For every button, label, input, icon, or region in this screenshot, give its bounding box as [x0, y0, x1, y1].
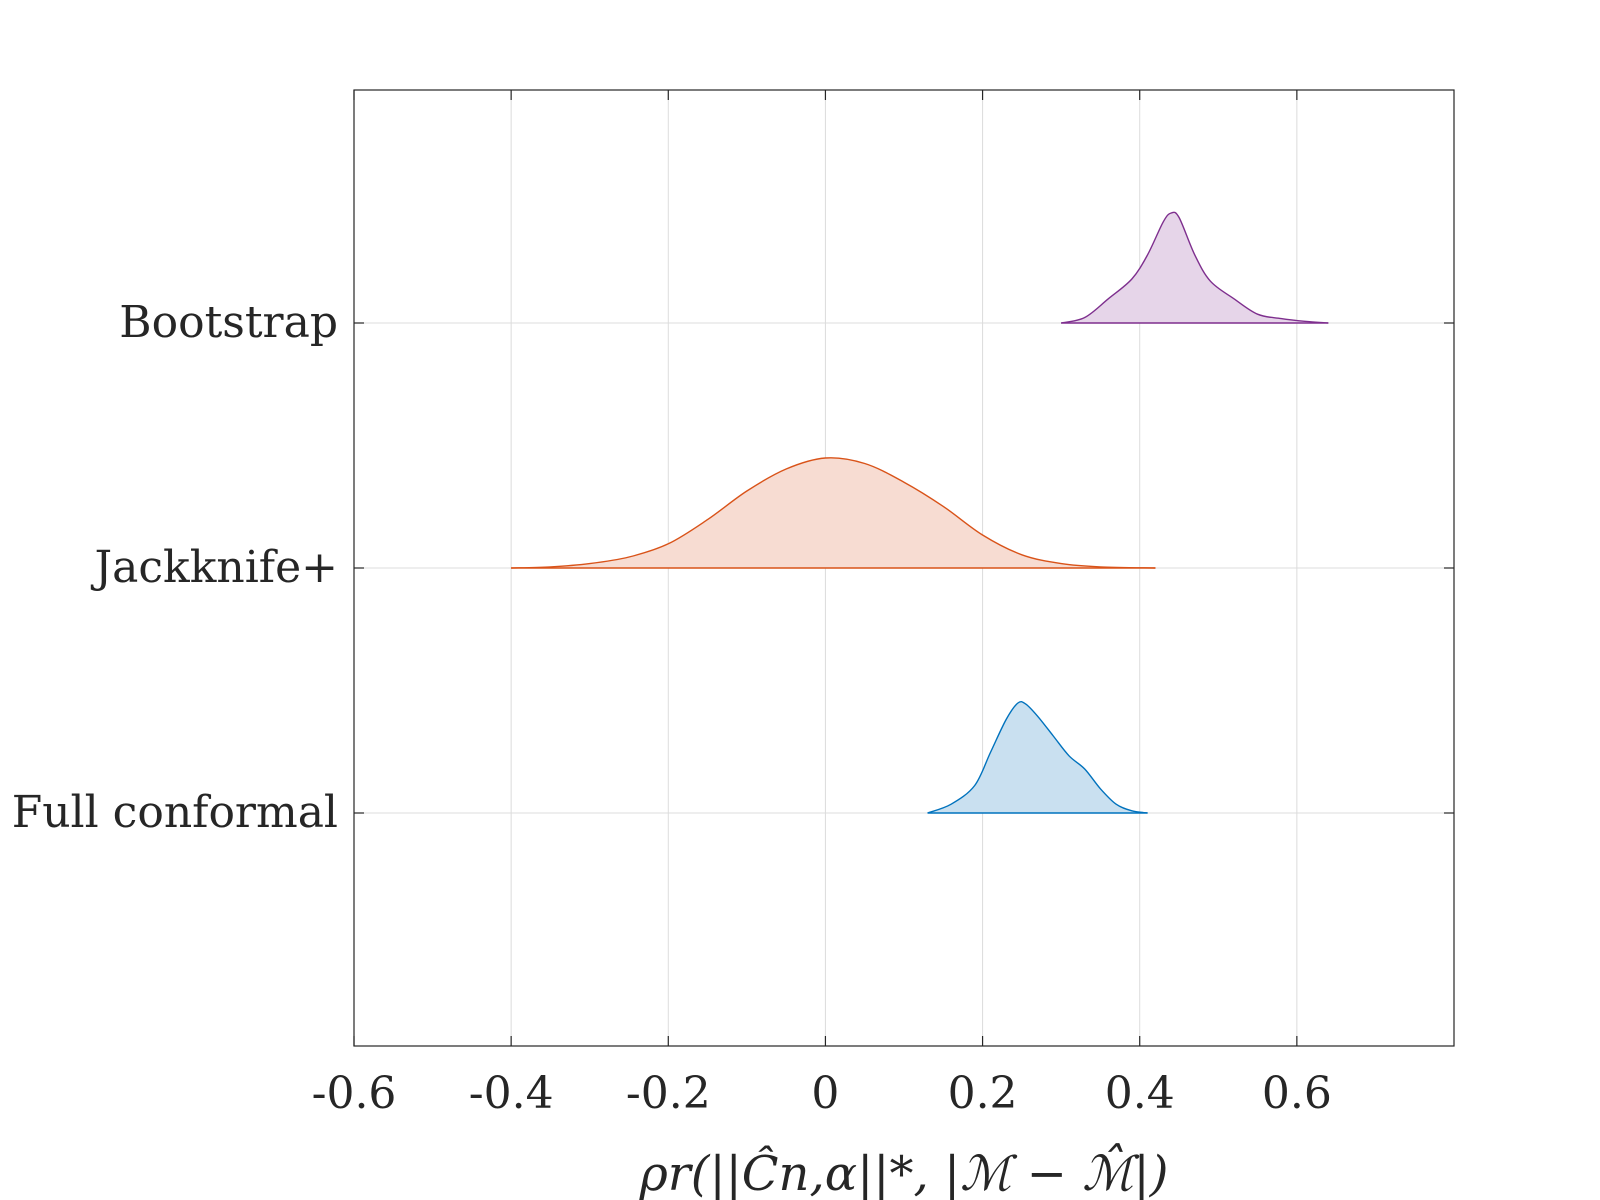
x-tick-label: 0.4: [1105, 1068, 1175, 1119]
density-areas: [511, 211, 1329, 814]
x-tick-label: -0.6: [312, 1068, 397, 1119]
density-area-full-conformal: [927, 701, 1148, 813]
x-tick-label: 0.2: [948, 1068, 1018, 1119]
x-axis-label: ρr(||Ĉn,α||*, |ℳ − ℳ̂|): [639, 1142, 1169, 1200]
density-curve-jackknife-: [511, 457, 1156, 569]
density-curve-bootstrap: [1060, 211, 1329, 324]
y-tick-labels: Full conformal Jackknife+ Bootstrap: [12, 297, 338, 838]
x-tick-label: 0: [811, 1068, 839, 1119]
x-tick-label: -0.2: [626, 1068, 711, 1119]
density-area-jackknife-: [511, 457, 1156, 568]
density-curve-full-conformal: [927, 700, 1148, 814]
y-tick-label: Jackknife+: [91, 542, 338, 593]
x-tick-labels: -0.6 -0.4 -0.2 0 0.2 0.4 0.6: [312, 1068, 1332, 1119]
axis-ticks: [353, 90, 1454, 1046]
density-area-bootstrap: [1061, 212, 1329, 323]
x-tick-label: 0.6: [1262, 1068, 1332, 1119]
x-tick-label: -0.4: [469, 1068, 554, 1119]
y-tick-label: Bootstrap: [119, 297, 338, 348]
y-tick-label: Full conformal: [12, 787, 338, 838]
